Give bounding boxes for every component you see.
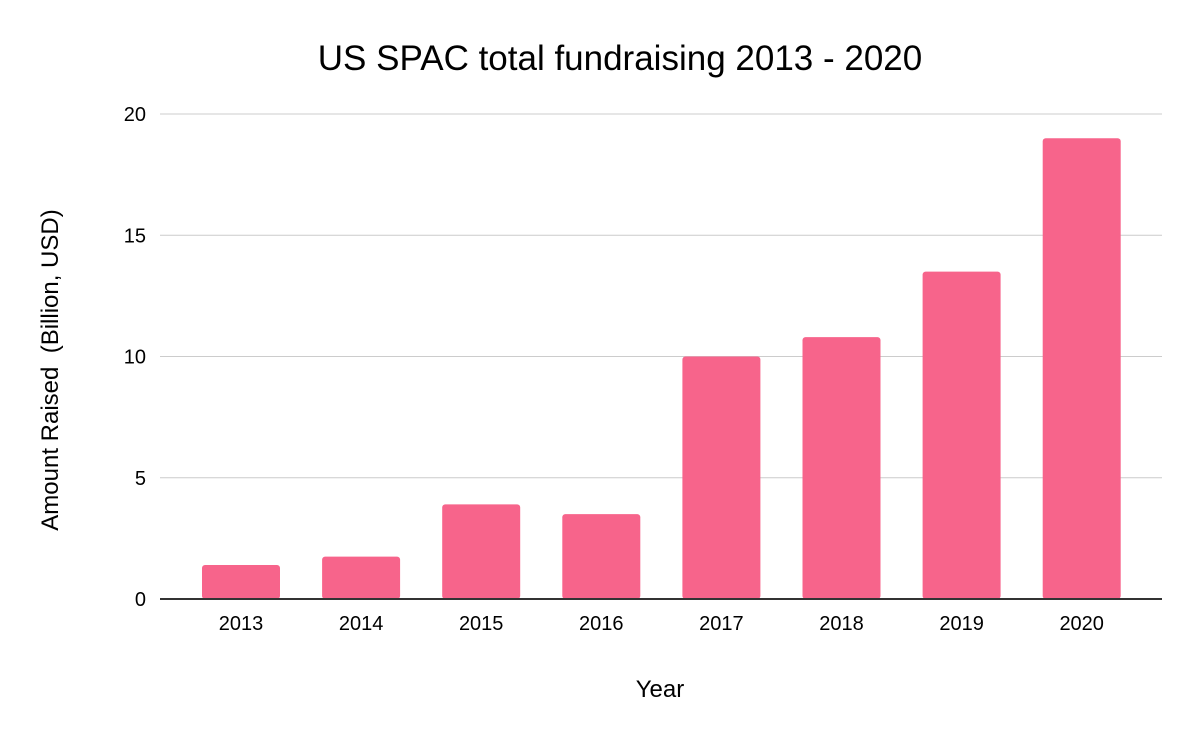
y-tick-label: 20	[124, 104, 146, 126]
bar-2018	[802, 337, 881, 599]
chart-title: US SPAC total fundraising 2013 - 2020	[318, 39, 922, 78]
bar-2020	[1042, 138, 1121, 599]
bar-2013	[202, 565, 280, 599]
x-tick-label: 2016	[579, 613, 624, 635]
bar-2017	[682, 356, 761, 599]
y-axis-label: Amount Raised (Billion, USD)	[37, 209, 64, 530]
bar-2015	[442, 504, 521, 599]
x-tick-label: 2015	[459, 613, 504, 635]
y-tick-label: 0	[135, 589, 146, 611]
x-tick-label: 2019	[939, 613, 984, 635]
x-tick-label: 2017	[699, 613, 744, 635]
y-tick-label: 10	[124, 347, 146, 369]
y-tick-label: 15	[124, 225, 146, 247]
x-tick-label: 2018	[819, 613, 864, 635]
bar-2019	[922, 271, 1001, 599]
bar-2014	[322, 556, 401, 599]
x-tick-label: 2020	[1059, 613, 1104, 635]
x-axis-label: Year	[636, 676, 685, 703]
y-tick-label: 5	[135, 468, 146, 490]
x-tick-label: 2013	[219, 613, 264, 635]
x-tick-label: 2014	[339, 613, 384, 635]
bar-2016	[562, 514, 641, 599]
